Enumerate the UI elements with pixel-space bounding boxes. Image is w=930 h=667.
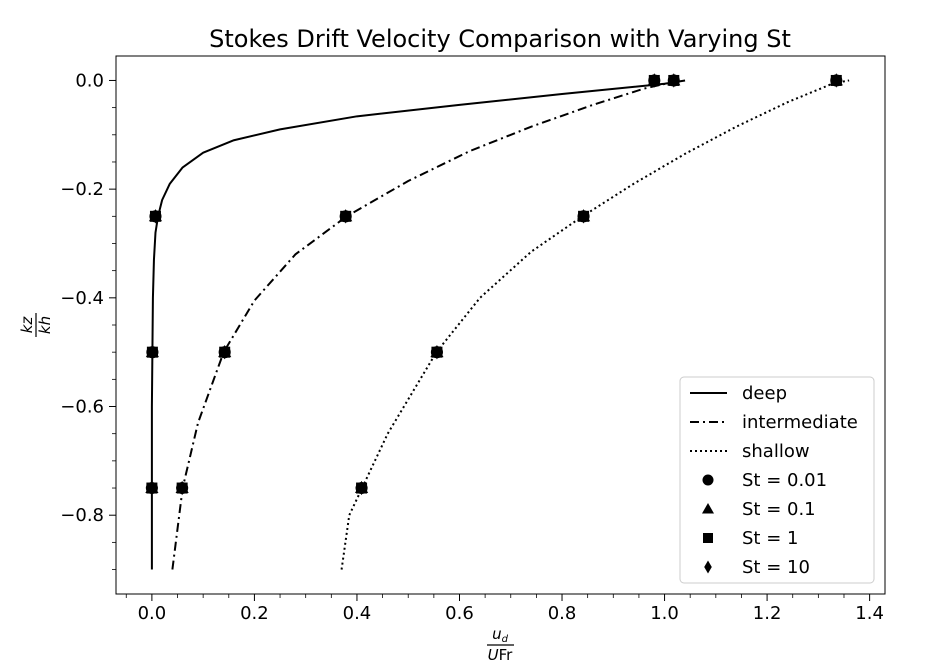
legend-box: [679, 376, 875, 584]
x-tick-label: 0.8: [548, 603, 577, 624]
legend: deep intermediate shallow St = 0.01 St = 0.1…: [679, 376, 875, 584]
x-tick-label: 1.4: [855, 603, 884, 624]
legend-label-marker: St = 0.1: [742, 499, 816, 520]
legend-marker-circle: [702, 474, 714, 486]
legend-label-shallow: shallow: [742, 441, 810, 462]
x-tick-label: 1.0: [650, 603, 679, 624]
data-point-marker: [357, 480, 366, 496]
y-tick-label: 0.0: [75, 70, 104, 91]
y-tick-label: −0.6: [60, 397, 104, 418]
legend-label-marker: St = 0.01: [742, 470, 827, 491]
x-tick-label: 0.0: [138, 603, 167, 624]
legend-label-marker: St = 1: [742, 528, 798, 549]
y-axis: 0.0 −0.2 −0.4 −0.6 −0.8: [60, 70, 116, 570]
y-tick-label: −0.2: [60, 179, 104, 200]
series-line-shallow: [340, 79, 850, 570]
x-tick-label: 0.4: [343, 603, 372, 624]
x-axis-label-denominator: UFr: [488, 646, 514, 664]
legend-label-deep: deep: [742, 383, 787, 404]
y-axis-label-numerator: kz: [18, 316, 36, 334]
data-point-marker: [650, 73, 659, 88]
chart-title: Stokes Drift Velocity Comparison with Va…: [209, 25, 791, 53]
data-point-marker: [148, 345, 157, 360]
y-tick-label: −0.4: [60, 288, 104, 309]
legend-marker-diamond: [704, 560, 712, 574]
marker-layer: [145, 73, 843, 496]
x-tick-label: 0.2: [240, 603, 269, 624]
data-point-marker: [220, 345, 229, 360]
x-axis-label: ud UFr: [487, 625, 514, 664]
y-tick-label: −0.8: [60, 505, 104, 526]
data-point-marker: [147, 480, 157, 496]
data-point-marker: [669, 73, 678, 88]
series-layer: [150, 79, 850, 570]
data-point-marker: [832, 73, 841, 88]
data-point-marker: [579, 209, 588, 224]
x-tick-label: 1.2: [753, 603, 782, 624]
x-axis: 0.0 0.2 0.4 0.6 0.8 1.0 1.2 1.4: [125, 594, 884, 624]
data-point-marker: [151, 209, 160, 224]
legend-marker-triangle: [702, 503, 714, 514]
x-tick-label: 0.6: [445, 603, 474, 624]
y-axis-label: kz kh: [18, 313, 54, 337]
legend-label-marker: St = 10: [742, 557, 810, 578]
y-axis-label-denominator: kh: [36, 316, 54, 334]
series-line-deep: [150, 79, 686, 570]
legend-marker-square: [703, 533, 713, 543]
legend-label-intermediate: intermediate: [742, 412, 858, 433]
data-point-marker: [432, 345, 442, 360]
data-point-marker: [177, 480, 187, 496]
data-point-marker: [341, 209, 350, 224]
